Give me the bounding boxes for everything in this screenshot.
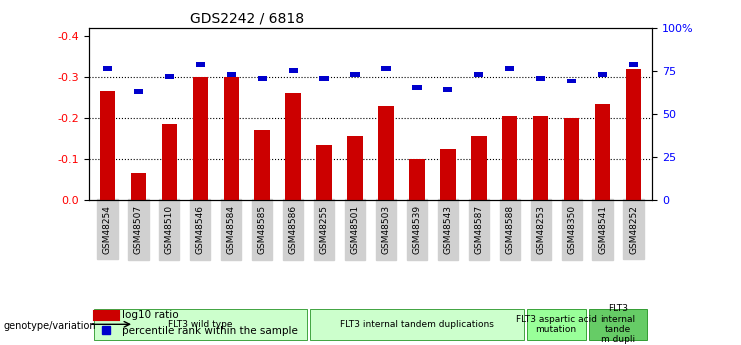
Bar bbox=[130, 174, 146, 200]
FancyBboxPatch shape bbox=[588, 309, 648, 340]
Bar bbox=[626, 69, 641, 200]
Bar bbox=[382, 66, 391, 71]
Bar bbox=[100, 91, 115, 200]
Bar bbox=[285, 93, 301, 200]
Bar bbox=[193, 77, 208, 200]
Bar bbox=[443, 87, 453, 92]
Bar bbox=[505, 66, 514, 71]
Bar bbox=[162, 124, 177, 200]
Bar bbox=[474, 72, 483, 77]
Text: FLT3 aspartic acid
mutation: FLT3 aspartic acid mutation bbox=[516, 315, 597, 334]
Bar bbox=[502, 116, 517, 200]
FancyBboxPatch shape bbox=[93, 309, 307, 340]
Bar bbox=[254, 130, 270, 200]
Text: GDS2242 / 6818: GDS2242 / 6818 bbox=[190, 11, 305, 25]
Legend: log10 ratio, percentile rank within the sample: log10 ratio, percentile rank within the … bbox=[94, 306, 302, 340]
Bar bbox=[350, 72, 359, 77]
Bar bbox=[598, 72, 607, 77]
Bar bbox=[316, 145, 332, 200]
Bar bbox=[227, 72, 236, 77]
Bar bbox=[595, 104, 611, 200]
Bar bbox=[412, 85, 422, 90]
Bar bbox=[567, 79, 576, 83]
Bar bbox=[471, 136, 487, 200]
Bar bbox=[319, 77, 329, 81]
Bar bbox=[258, 77, 267, 81]
Text: FLT3 internal tandem duplications: FLT3 internal tandem duplications bbox=[340, 320, 494, 329]
Text: genotype/variation: genotype/variation bbox=[4, 321, 96, 331]
Bar bbox=[288, 68, 298, 73]
Bar bbox=[564, 118, 579, 200]
Bar bbox=[378, 107, 393, 200]
Bar bbox=[196, 62, 205, 67]
Text: FLT3
internal
tande
m dupli: FLT3 internal tande m dupli bbox=[600, 304, 636, 344]
Bar bbox=[409, 159, 425, 200]
FancyBboxPatch shape bbox=[527, 309, 585, 340]
Bar bbox=[103, 66, 112, 71]
Bar bbox=[440, 149, 456, 200]
Bar bbox=[536, 77, 545, 81]
Bar bbox=[348, 136, 363, 200]
FancyBboxPatch shape bbox=[310, 309, 524, 340]
Bar bbox=[224, 77, 239, 200]
Text: FLT3 wild type: FLT3 wild type bbox=[168, 320, 233, 329]
Bar bbox=[533, 116, 548, 200]
Bar bbox=[134, 89, 143, 94]
Bar bbox=[629, 62, 638, 67]
Bar bbox=[165, 75, 174, 79]
